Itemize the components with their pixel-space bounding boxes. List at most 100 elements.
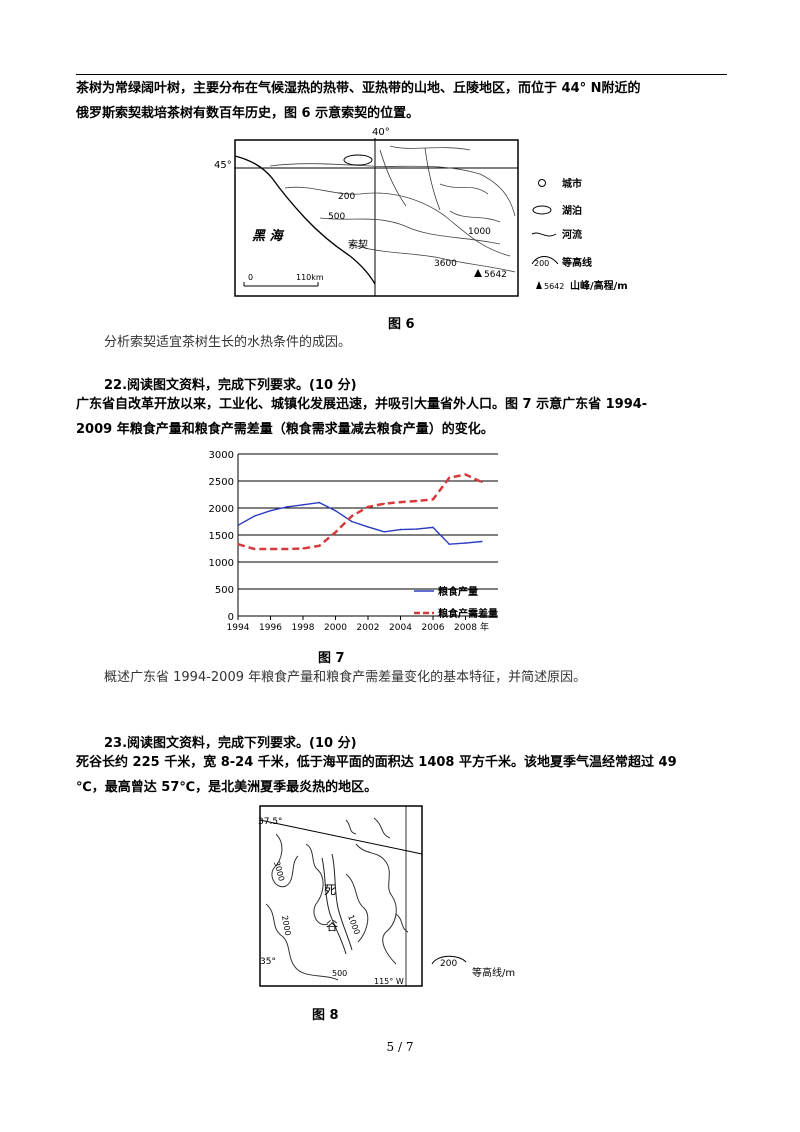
contour-label-2000: 2000 <box>280 915 292 937</box>
contour-lines-misc <box>389 145 501 223</box>
data-point <box>480 540 483 543</box>
data-point <box>432 526 434 529</box>
figure-8-caption: 图 8 <box>312 1008 339 1023</box>
figure-7-caption: 图 7 <box>318 651 345 666</box>
city-icon <box>538 179 546 187</box>
data-point <box>480 481 483 483</box>
contour-lines-south <box>265 903 339 981</box>
data-point <box>399 528 402 531</box>
legend-contour-text: 等高线/m <box>472 966 515 979</box>
contour-label-500: 500 <box>328 212 345 222</box>
data-point <box>253 548 256 550</box>
river-icon <box>531 232 557 237</box>
scale-zero: 0 <box>248 273 253 282</box>
question-23-text-2: ℃，最高曾达 57℃，是北美洲夏季最炎热的地区。 <box>76 780 378 795</box>
question-23-text-1: 死谷长约 225 千米，宽 8-24 千米，低于海平面的面积达 1408 平方千… <box>76 755 677 770</box>
lon-label: 40° <box>372 127 390 138</box>
series-line-1 <box>237 473 483 551</box>
x-tick-label: 1994 <box>227 623 250 633</box>
legend-peak-label: 山峰/高程/m <box>570 279 628 292</box>
data-point <box>269 509 272 512</box>
lon-label: 115° W <box>374 977 404 986</box>
lat-top-label: 37.5° <box>258 817 283 827</box>
data-point <box>285 548 288 550</box>
lake-icon <box>532 205 552 215</box>
intro-line-1: 茶树为常绿阔叶树，主要分布在气候湿热的热带、亚热带的山地、丘陵地区，而位于 44… <box>76 81 641 96</box>
contour-lines-misc <box>345 817 409 933</box>
legend-river-label: 河流 <box>562 228 582 241</box>
contour-lines-west <box>271 833 329 926</box>
x-tick-label: 2006 <box>422 623 445 633</box>
y-tick-label: 1000 <box>209 558 234 569</box>
y-tick-label: 3000 <box>209 450 234 461</box>
legend-contour-label: 等高线 <box>562 256 592 269</box>
city-label: 索契 <box>348 238 368 251</box>
data-point <box>318 545 321 547</box>
contour-lines-east <box>345 843 397 965</box>
question-23-title: 23.阅读图文资料，完成下列要求。(10 分) <box>104 736 357 751</box>
data-point <box>350 520 353 523</box>
contour-1000 <box>319 217 501 245</box>
page-number: 5 / 7 <box>386 1040 414 1054</box>
lat-bottom-label: 35° <box>260 957 276 967</box>
question-21-prompt: 分析索契适宜茶树生长的水热条件的成因。 <box>104 335 352 350</box>
series-line-0 <box>237 501 482 545</box>
data-point <box>415 500 418 502</box>
y-tick-label: 2500 <box>209 477 234 488</box>
data-point <box>383 502 386 505</box>
valley-label-1: 死 <box>324 883 336 897</box>
scale-end: 110km <box>296 273 324 282</box>
data-point <box>448 476 451 479</box>
data-point <box>302 547 304 550</box>
data-point <box>432 498 434 501</box>
peak-marker <box>474 269 482 277</box>
data-point <box>350 515 353 517</box>
top-rule <box>76 74 727 75</box>
data-point <box>302 503 304 506</box>
data-point <box>399 501 402 503</box>
legend-contour-value: 200 <box>534 259 549 268</box>
data-point <box>237 543 239 545</box>
coastline <box>234 155 376 285</box>
question-22-text-2: 2009 年粮食产量和粮食产需差量（粮食需求量减去粮食产量）的变化。 <box>76 422 494 437</box>
question-22-prompt: 概述广东省 1994-2009 年粮食产量和粮食产需差量变化的基本特征，并简述原… <box>104 670 587 685</box>
x-tick-label: 2008 <box>454 623 477 633</box>
figure-6-map: 40° 45° 200 500 1000 3600 黑 海 索契 5642 0 … <box>214 127 628 297</box>
legend-label-0: 粮食产量 <box>438 585 478 598</box>
data-point <box>318 501 321 504</box>
figure-6-caption: 图 6 <box>388 317 415 332</box>
legend-label-1: 粮食产需差量 <box>438 607 498 620</box>
data-point <box>367 506 369 508</box>
x-tick-label: 1996 <box>259 623 282 633</box>
question-22-text-1: 广东省自改革开放以来，工业化、城镇化发展迅速，并吸引大量省外人口。图 7 示意广… <box>76 397 648 412</box>
map-frame <box>259 805 423 987</box>
intro-line-2: 俄罗斯索契栽培茶树有数百年历史，图 6 示意索契的位置。 <box>76 106 420 121</box>
legend-peak-value: 5642 <box>544 282 564 291</box>
contour-3600 <box>349 243 516 273</box>
valley-lines <box>321 853 353 955</box>
y-tick-label: 0 <box>228 612 234 623</box>
contour-label-500: 500 <box>332 969 347 978</box>
data-point <box>334 509 337 512</box>
data-point <box>464 473 467 476</box>
x-tick-label: 2000 <box>324 623 347 633</box>
data-point <box>448 543 451 545</box>
contour-label-3600: 3600 <box>434 259 457 269</box>
peak-icon <box>536 281 542 289</box>
x-unit-label: 年 <box>480 621 489 633</box>
data-point <box>415 528 418 530</box>
peak-value: 5642 <box>484 270 507 280</box>
legend-contour-value: 200 <box>440 959 457 969</box>
data-point <box>464 542 467 544</box>
lake-shape <box>343 154 373 166</box>
x-tick-label: 2002 <box>357 623 380 633</box>
data-point <box>253 515 256 517</box>
legend-city-label: 城市 <box>562 177 582 190</box>
figure-7-chart: 0 500 1000 1500 2000 2500 3000 1994 1996 1998 2000… <box>209 450 498 633</box>
contour-icon <box>531 256 559 265</box>
valley-label-2: 谷 <box>326 919 338 933</box>
y-tick-label: 2000 <box>209 504 234 515</box>
lat-label: 45° <box>214 160 232 171</box>
contour-label-1000: 1000 <box>468 227 491 237</box>
data-point <box>269 548 272 550</box>
